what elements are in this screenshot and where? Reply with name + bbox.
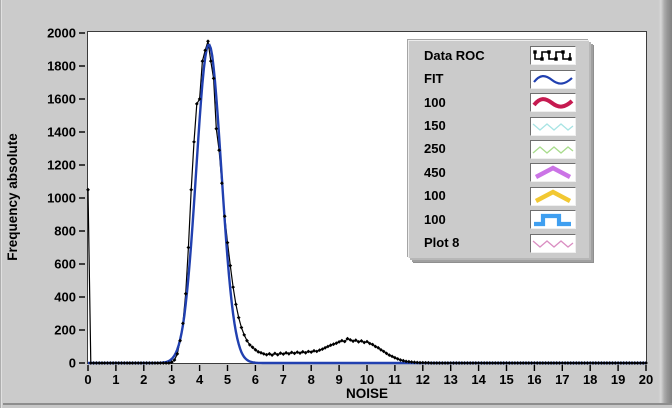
- x-tick-label: 13: [443, 372, 457, 387]
- y-tick-label: 1000: [47, 191, 76, 206]
- legend-line-glyph-icon: [532, 122, 574, 131]
- legend-line-glyph-icon: [532, 146, 574, 154]
- window-edge-bottom: [0, 403, 672, 408]
- legend-item-100-7[interactable]: 100: [409, 208, 589, 231]
- x-tick-label: 2: [140, 372, 147, 387]
- y-tick-label: 800: [54, 224, 76, 239]
- x-tick-label: 8: [308, 372, 315, 387]
- y-tick-label: 200: [54, 323, 76, 338]
- legend-line-style-swatch[interactable]: [530, 163, 576, 183]
- legend-item-label: 100: [424, 94, 446, 110]
- legend-item-label: FIT: [424, 71, 444, 87]
- window-edge-right: [656, 0, 672, 408]
- y-tick-label: 0: [69, 356, 76, 371]
- x-tick-label: 10: [360, 372, 374, 387]
- y-tick-label: 1200: [47, 158, 76, 173]
- y-tick-label: 600: [54, 257, 76, 272]
- x-tick-label: 11: [388, 372, 402, 387]
- legend-line-glyph-icon: [532, 239, 574, 248]
- x-axis-title: NOISE: [346, 386, 388, 401]
- y-tick-label: 2000: [47, 26, 76, 41]
- y-tick-label: 1800: [47, 59, 76, 74]
- plot-series: [86, 39, 648, 365]
- legend-line-glyph-icon: [534, 189, 572, 203]
- x-tick-label: 16: [527, 372, 541, 387]
- legend-item-450-5[interactable]: 450: [409, 161, 589, 184]
- legend-line-glyph-icon: [534, 214, 571, 227]
- legend-line-style-swatch[interactable]: [530, 93, 576, 113]
- legend-item-label: 250: [424, 141, 446, 157]
- legend-item-label: 450: [424, 164, 446, 180]
- legend-item-100-6[interactable]: 100: [409, 185, 589, 208]
- legend-item-label: Plot 8: [424, 235, 460, 251]
- x-tick-label: 5: [224, 372, 231, 387]
- legend-item-label: Data ROC: [424, 47, 485, 63]
- x-tick-label: 18: [583, 372, 597, 387]
- legend-marker-dot-icon: [554, 57, 558, 61]
- legend-item-250-4[interactable]: 250: [409, 138, 589, 161]
- legend-item-100-2[interactable]: 100: [409, 91, 589, 114]
- x-tick-label: 19: [611, 372, 625, 387]
- legend-line-glyph-icon: [532, 97, 574, 109]
- x-tick-label: 6: [252, 372, 259, 387]
- x-tick-label: 14: [471, 372, 486, 387]
- x-tick-label: 17: [555, 372, 569, 387]
- x-tick-label: 9: [335, 372, 342, 387]
- legend-line-glyph-icon: [533, 74, 573, 85]
- legend-line-style-swatch[interactable]: [530, 186, 576, 206]
- legend-line-style-swatch[interactable]: [530, 116, 576, 136]
- x-tick-label: 0: [84, 372, 91, 387]
- x-tick-label: 1: [112, 372, 119, 387]
- legend-item-150-3[interactable]: 150: [409, 114, 589, 137]
- legend-item-label: 100: [424, 188, 446, 204]
- legend-line-glyph-icon: [534, 51, 571, 61]
- window-edge-left: [0, 0, 3, 408]
- x-tick-label: 15: [499, 372, 513, 387]
- legend-item-fit-1[interactable]: FIT: [409, 67, 589, 90]
- x-tick-label: 4: [196, 372, 204, 387]
- legend-line-style-swatch[interactable]: [530, 210, 576, 230]
- y-tick-label: 1400: [47, 125, 76, 140]
- y-axis-title: Frequency absolute: [5, 133, 20, 261]
- legend-marker-dot-icon: [533, 50, 537, 54]
- x-tick-label: 12: [416, 372, 430, 387]
- legend-line-style-swatch[interactable]: [530, 233, 576, 253]
- legend-line-style-swatch[interactable]: [530, 69, 576, 89]
- x-tick-label: 3: [168, 372, 175, 387]
- legend-line-style-swatch[interactable]: [530, 139, 576, 159]
- plot-legend: Data ROC FIT 100 150 250 450 100 100 Plot 8: [408, 40, 589, 258]
- legend-item-plot-8-8[interactable]: Plot 8: [409, 232, 589, 255]
- y-tick-label: 1600: [47, 92, 76, 107]
- x-tick-label: 7: [280, 372, 287, 387]
- legend-line-glyph-icon: [534, 165, 572, 180]
- legend-line-style-swatch[interactable]: [530, 46, 576, 66]
- legend-marker-dot-icon: [568, 57, 572, 61]
- y-tick-label: 400: [54, 290, 76, 305]
- legend-item-label: 150: [424, 118, 446, 134]
- axis-ticks: 0 1 2 3 4 5 6 7 8 9 10 11 12 13 14 15 16 17 18 19 2002004006…: [47, 26, 653, 388]
- legend-item-label: 100: [424, 211, 446, 227]
- legend-marker-dot-icon: [540, 57, 544, 61]
- x-tick-label: 20: [639, 372, 653, 387]
- legend-marker-dot-icon: [547, 50, 551, 54]
- legend-marker-dot-icon: [561, 50, 565, 54]
- legend-item-data-roc-0[interactable]: Data ROC: [409, 44, 589, 67]
